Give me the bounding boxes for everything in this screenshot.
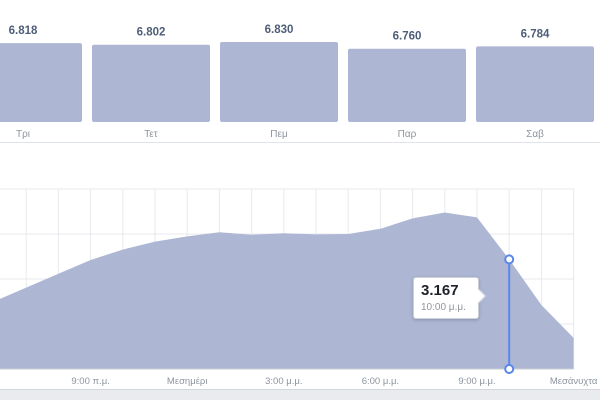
day-value-label: 6.830	[265, 24, 294, 36]
day-label: Πεμ	[270, 129, 288, 140]
day-bar[interactable]	[0, 43, 82, 122]
hour-tick-label: 9:00 μ.μ.	[458, 376, 495, 387]
hourly-area-chart[interactable]: 9:00 π.μ. Μεσημέρι 3:00 μ.μ. 6:00 μ.μ. 9:00 …	[0, 143, 600, 389]
hour-tick-label: 3:00 μ.μ.	[265, 376, 302, 387]
panel-divider	[0, 142, 600, 143]
day-value-label: 6.818	[9, 25, 38, 37]
day-value-label: 6.784	[521, 28, 550, 40]
hour-tick-label: Μεσημέρι	[167, 376, 208, 387]
day-bar[interactable]	[220, 42, 338, 122]
hover-point-marker[interactable]	[504, 254, 515, 265]
hover-tooltip: 3.167 10:00 μ.μ.	[413, 277, 487, 319]
hour-tick-label: 9:00 π.μ.	[71, 376, 109, 387]
bottom-scroll-strip	[0, 389, 600, 400]
day-bar[interactable]	[348, 48, 466, 122]
day-label: Σαβ	[526, 129, 544, 140]
day-value-label: 6.760	[393, 31, 422, 43]
day-label: Τετ	[144, 129, 157, 140]
hour-tick-label: Μεσάνυχτα	[550, 376, 598, 387]
hover-baseline-marker	[504, 364, 515, 374]
tooltip-value: 3.167	[421, 282, 459, 299]
daily-bar-chart: 6.818 Τρι 6.802 Τετ 6.830 Πεμ 6.760 Παρ 6.784 Σαβ	[0, 24, 594, 140]
day-label: Παρ	[398, 129, 417, 140]
day-bar[interactable]	[92, 44, 210, 123]
hour-tick-label: 6:00 μ.μ.	[362, 376, 399, 387]
day-bar[interactable]	[476, 46, 594, 123]
day-label: Τρι	[16, 129, 30, 140]
tooltip-time: 10:00 μ.μ.	[421, 302, 466, 313]
hourly-area-series[interactable]	[0, 212, 574, 369]
day-value-label: 6.802	[137, 27, 166, 39]
